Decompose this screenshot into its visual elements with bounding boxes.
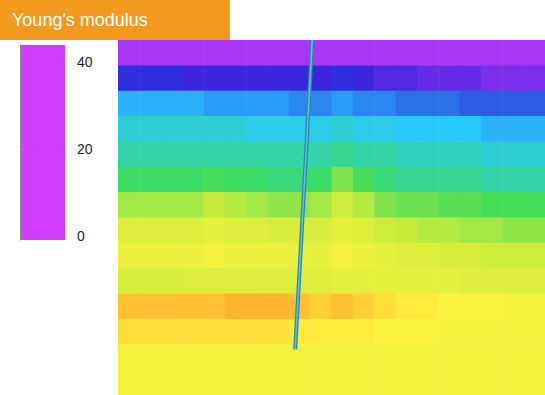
svg-text:40: 40 <box>77 54 93 70</box>
svg-text:20: 20 <box>77 141 93 157</box>
svg-text:0: 0 <box>77 228 85 244</box>
svg-text:Young's modulus: Young's modulus <box>12 10 148 30</box>
